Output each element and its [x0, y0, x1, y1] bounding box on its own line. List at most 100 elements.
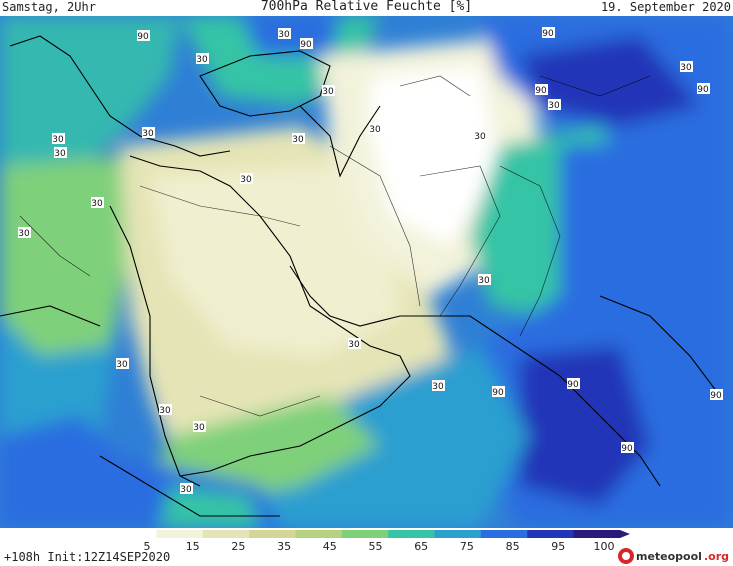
colorbar-segment — [341, 530, 389, 538]
contour-label: 30 — [478, 274, 491, 286]
map-footer: 5 15 25 35 45 55 65 75 85 95 100 +108h Init:12Z14S… — [0, 528, 733, 566]
contour-label: 30 — [369, 123, 382, 135]
contour-label: 30 — [474, 130, 487, 142]
colorbar-segment — [295, 530, 343, 538]
contour-label: 30 — [680, 61, 693, 73]
contour-label: 30 — [432, 380, 445, 392]
contour-label: 30 — [278, 28, 291, 40]
contour-label: 30 — [292, 133, 305, 145]
contour-label-text: 30 — [680, 63, 692, 73]
contour-label-text: 30 — [193, 423, 205, 433]
contour-label: 30 — [196, 53, 209, 65]
contour-label-text: 90 — [621, 444, 633, 454]
contour-label-text: 90 — [710, 391, 722, 401]
contour-label: 30 — [548, 99, 561, 111]
colorbar-tick-label: 45 — [323, 540, 337, 552]
contour-label: 90 — [697, 83, 710, 95]
contour-label-text: 30 — [142, 129, 154, 139]
contour-label-text: 90 — [300, 40, 312, 50]
colorbar-tick-label: 95 — [551, 540, 565, 552]
contour-label-text: 30 — [432, 382, 444, 392]
contour-label: 30 — [240, 173, 253, 185]
humidity-map: 90 90 30 30 90 30 90 30 90 30 30 30 30 30 30 30 30 30 30 30… — [0, 16, 733, 528]
contour-label: 30 — [52, 133, 65, 145]
meteopool-logo[interactable]: meteopool .org — [617, 547, 729, 565]
country-borders — [19, 75, 651, 417]
humidity-field — [0, 16, 733, 528]
colorbar-segment — [110, 530, 157, 538]
contour-label-text: 30 — [278, 30, 290, 40]
contour-label-text: 30 — [18, 229, 30, 239]
contour-label-text: 30 — [369, 125, 381, 135]
colorbar-tick-label: 100 — [594, 540, 615, 552]
colorbar-tick-label: 55 — [369, 540, 383, 552]
logo-suffix-text: .org — [703, 549, 729, 563]
contour-label: 30 — [142, 127, 155, 139]
valid-date-label: 19. September 2020 — [600, 0, 731, 14]
contour-label-text: 30 — [478, 276, 490, 286]
contour-label: 90 — [542, 27, 555, 39]
contour-label-text: 90 — [137, 32, 149, 42]
colorbar-tick-label: 15 — [186, 540, 200, 552]
contour-label: 30 — [159, 404, 172, 416]
contour-label-text: 30 — [548, 101, 560, 111]
contour-label: 30 — [348, 338, 361, 350]
colorbar: 5 15 25 35 45 55 65 75 85 95 100 — [110, 530, 630, 552]
map-title: 700hPa Relative Feuchte [%] — [260, 0, 473, 14]
colorbar-segment — [202, 530, 250, 538]
contour-label: 30 — [322, 85, 335, 97]
contour-label: 90 — [621, 442, 634, 454]
colorbar-extend-arrow — [620, 530, 630, 538]
contour-label-text: 30 — [91, 199, 103, 209]
contour-label: 30 — [18, 227, 31, 239]
contour-label-text: 30 — [180, 485, 192, 495]
contour-label-text: 30 — [52, 135, 64, 145]
logo-main-text: meteopool — [635, 549, 702, 563]
colorbar-tick-label: 35 — [277, 540, 291, 552]
colorbar-segment — [527, 530, 575, 538]
contour-label: 90 — [300, 38, 313, 50]
coastlines — [0, 35, 721, 517]
contour-label: 90 — [492, 386, 505, 398]
contour-label: 90 — [567, 378, 580, 390]
contour-label-text: 90 — [697, 85, 709, 95]
init-time-label: +108h Init:12Z14SEP2020 — [4, 550, 171, 564]
contour-label: 30 — [91, 197, 104, 209]
contour-label-text: 90 — [535, 86, 547, 96]
contour-label-text: 30 — [159, 406, 171, 416]
colorbar-tick-label: 5 — [144, 540, 151, 552]
contour-label-text: 30 — [292, 135, 304, 145]
colorbar-tick-label: 85 — [506, 540, 520, 552]
contour-label: 30 — [193, 421, 206, 433]
colorbar-segment — [573, 530, 621, 538]
contour-label-text: 90 — [567, 380, 579, 390]
colorbar-tick-label: 75 — [460, 540, 474, 552]
contour-label-text: 30 — [54, 149, 66, 159]
contour-label-text: 90 — [542, 29, 554, 39]
contour-label-text: 30 — [322, 87, 334, 97]
contour-label: 90 — [710, 389, 723, 401]
meteopool-logo-icon — [617, 548, 634, 564]
contour-label: 90 — [535, 84, 548, 96]
contour-label-text: 30 — [474, 132, 486, 142]
contour-label-text: 30 — [348, 340, 360, 350]
colorbar-segment — [388, 530, 436, 538]
colorbar-segment — [480, 530, 528, 538]
contour-label-text: 90 — [492, 388, 504, 398]
contour-label: 30 — [116, 358, 129, 370]
contour-label-text: 30 — [196, 55, 208, 65]
colorbar-tick-label: 65 — [414, 540, 428, 552]
contour-label: 90 — [137, 30, 150, 42]
colorbar-segment — [434, 530, 482, 538]
map-header: Samstag, 2Uhr 700hPa Relative Feuchte [%… — [0, 0, 733, 16]
colorbar-segment — [249, 530, 296, 538]
valid-time-label: Samstag, 2Uhr — [2, 0, 96, 14]
contour-label-text: 30 — [240, 175, 252, 185]
contour-label: 30 — [54, 147, 67, 159]
contour-label: 30 — [180, 483, 193, 495]
colorbar-tick-label: 25 — [231, 540, 245, 552]
colorbar-segment — [156, 530, 204, 538]
contour-label-text: 30 — [116, 360, 128, 370]
